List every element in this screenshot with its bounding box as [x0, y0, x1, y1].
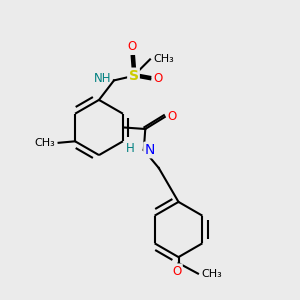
Text: S: S — [128, 69, 139, 83]
Text: O: O — [172, 265, 182, 278]
Text: O: O — [153, 72, 162, 86]
Text: CH₃: CH₃ — [35, 138, 56, 148]
Text: CH₃: CH₃ — [153, 54, 174, 64]
Text: O: O — [168, 110, 177, 124]
Text: H: H — [126, 142, 135, 155]
Text: O: O — [128, 40, 136, 53]
Text: CH₃: CH₃ — [201, 268, 222, 279]
Text: NH: NH — [94, 72, 111, 86]
Text: N: N — [145, 143, 155, 157]
